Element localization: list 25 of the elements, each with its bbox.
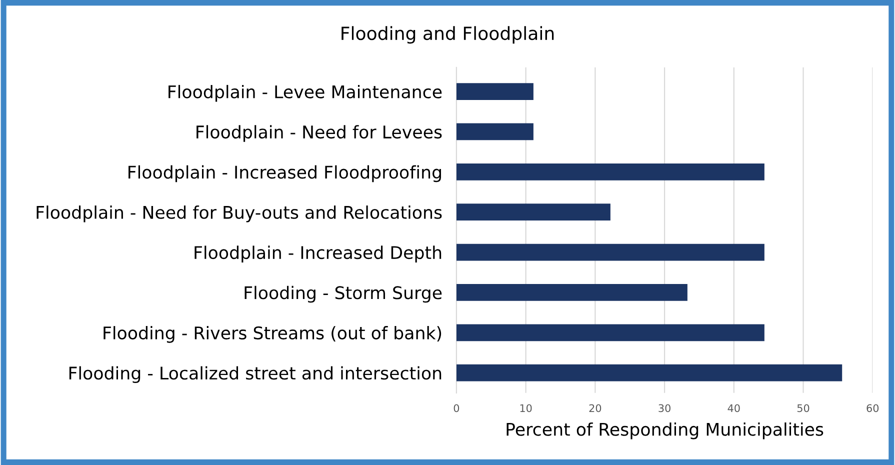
bar: [456, 364, 842, 382]
chart-title: Flooding and Floodplain: [342, 26, 554, 44]
x-tick-label: 0: [454, 404, 460, 412]
x-tick-label: 30: [658, 404, 670, 412]
y-tick-label: Flooding - Rivers Streams (out of bank): [104, 326, 442, 343]
y-tick-label: Floodplain - Levee Maintenance: [168, 84, 442, 102]
x-tick-label: 60: [866, 404, 879, 412]
bar: [456, 123, 534, 140]
x-tick-label: 10: [520, 404, 532, 412]
y-tick-label: Floodplain - Increased Floodproofing: [128, 165, 441, 182]
y-tick-label: Floodplain - Increased Depth: [194, 246, 442, 262]
bar: [456, 83, 534, 100]
bar: [456, 244, 764, 261]
x-axis-title: Percent of Responding Municipalities: [506, 422, 824, 440]
bar: [456, 163, 764, 180]
x-tick-label: 20: [589, 404, 602, 412]
y-tick-label: Floodplain - Need for Levees: [196, 125, 442, 142]
bar: [456, 324, 764, 342]
y-tick-label: Floodplain - Need for Buy-outs and Relocations: [36, 205, 442, 222]
x-tick-label: 50: [797, 404, 810, 412]
bar: [456, 204, 610, 221]
y-tick-label: Flooding - Localized street and intersection: [69, 366, 442, 384]
x-tick-label: 40: [728, 404, 740, 412]
bar: [456, 284, 688, 301]
y-tick-label: Flooding - Storm Surge: [244, 286, 442, 303]
